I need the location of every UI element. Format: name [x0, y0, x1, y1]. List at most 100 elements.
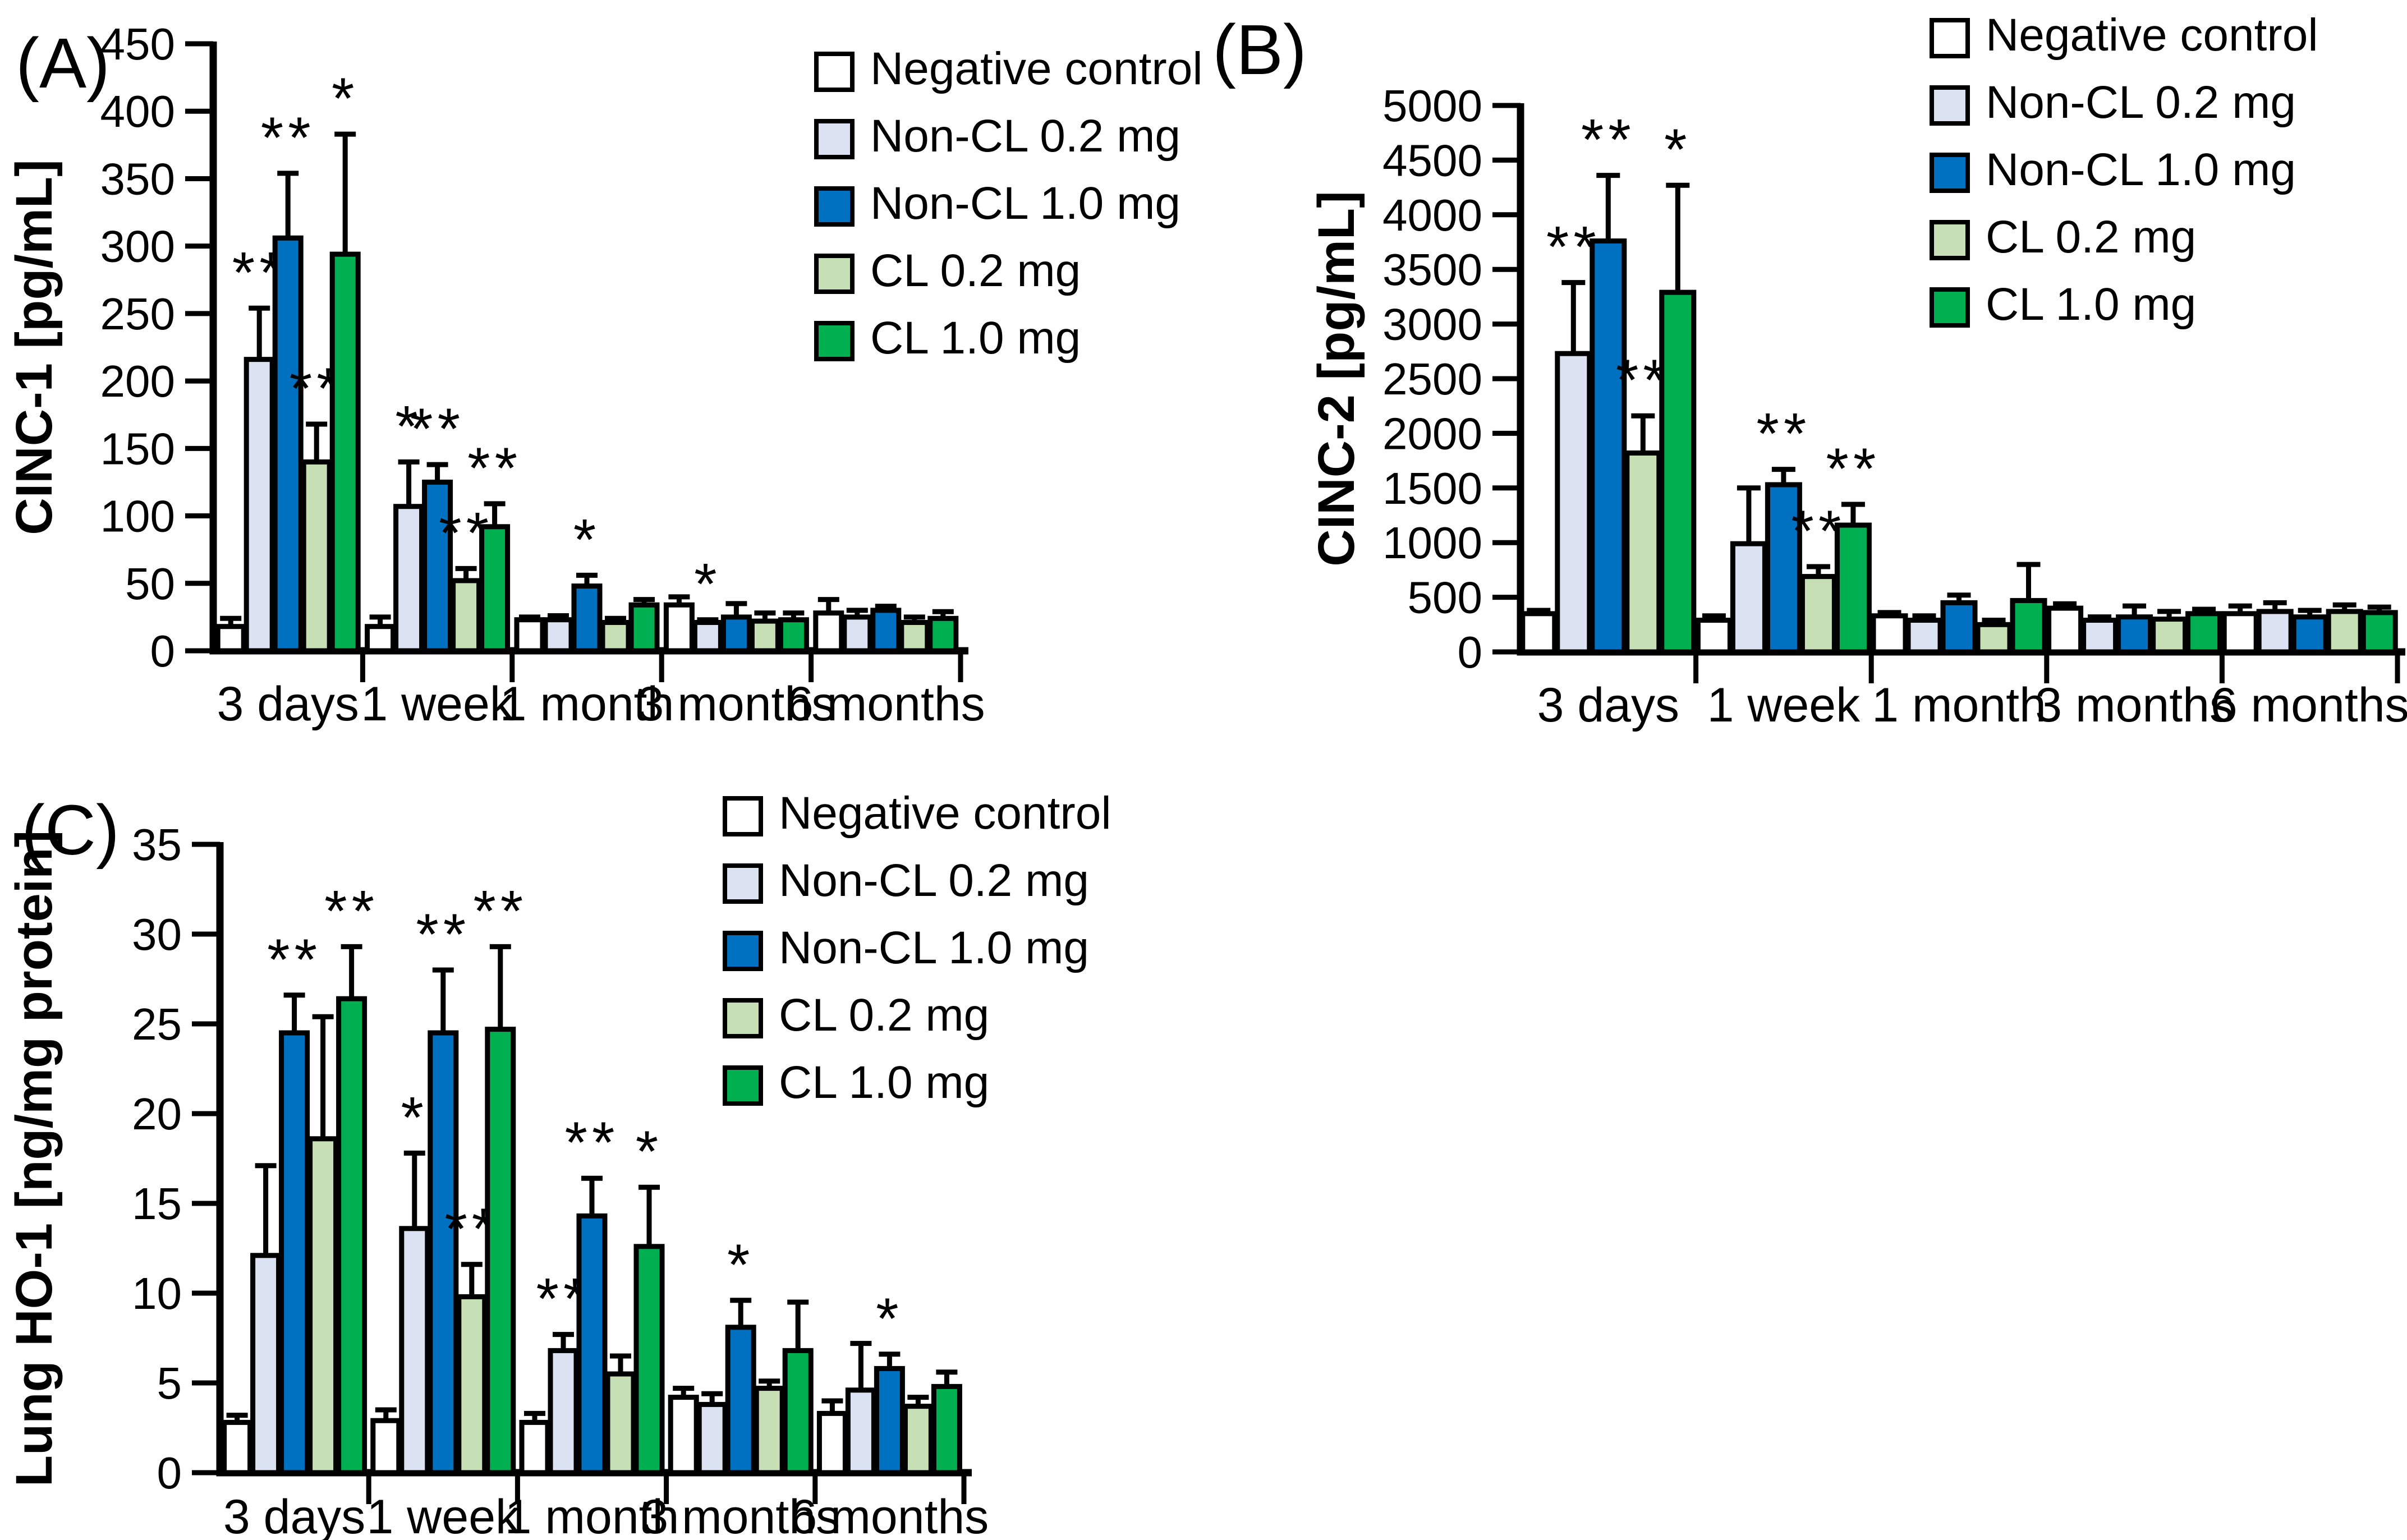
panel-b: (B) 0 500 1000 1500 2000 2500 3000 3500 4000 4500…: [1204, 0, 2407, 770]
bar-non-cl-0-2-mg-2: [393, 504, 425, 654]
bar-non-cl-1-0-mg-3: [1940, 600, 1978, 655]
category-label: 3 months: [641, 1490, 840, 1540]
bar-negative-control-1: [222, 1419, 253, 1475]
y-tick-label: 100: [100, 491, 175, 541]
y-tick-label: 3000: [1382, 300, 1482, 350]
bar-non-cl-1-0-mg-5: [2291, 614, 2328, 655]
significance-label: *: [401, 1085, 428, 1150]
bar-non-cl-0-2-mg-4: [692, 620, 723, 654]
legend-label: Negative control: [1986, 10, 2318, 61]
bar-non-cl-0-2-mg-1: [1555, 351, 1592, 655]
y-tick-label: 50: [125, 559, 175, 609]
significance-label: **: [467, 436, 522, 501]
bar-non-cl-1-0-mg-4: [720, 614, 752, 654]
bar-non-cl-0-2-mg-2: [399, 1226, 430, 1475]
bar-cl-0-2-mg-5: [902, 1404, 934, 1475]
legend-swatch: [723, 1065, 763, 1106]
bar-cl-0-2-mg-1: [307, 1136, 339, 1475]
y-tick-label: 3500: [1382, 245, 1482, 295]
legend-label: Non-CL 0.2 mg: [870, 111, 1180, 162]
bar-negative-control-1: [1520, 611, 1558, 655]
y-tick-label: 2500: [1382, 354, 1482, 404]
legend-label: Negative control: [779, 788, 1111, 839]
significance-label: *: [636, 1119, 663, 1184]
legend-label: CL 1.0 mg: [1986, 279, 2196, 330]
bar-negative-control-5: [816, 1410, 848, 1475]
y-tick-label: 200: [100, 356, 175, 406]
category-label: 3 days: [1537, 678, 1679, 732]
significance-label: **: [1546, 215, 1601, 280]
category-label: 1 month: [505, 1490, 679, 1540]
y-axis-title: CINC-2 [pg/mL]: [1308, 191, 1365, 566]
legend-swatch: [1930, 85, 1970, 126]
panel-a-chart: 0 50 100 150 200 250 300 350 400 450 CINC-1 [pg/mL…: [6, 19, 1203, 731]
bar-cl-0-2-mg-3: [605, 1371, 636, 1475]
y-tick-label: 20: [132, 1089, 182, 1139]
significance-label: *: [332, 66, 359, 131]
bar-non-cl-0-2-mg-3: [548, 1348, 579, 1475]
category-label: 1 week: [1707, 678, 1861, 732]
bar-non-cl-1-0-mg-1: [1590, 238, 1627, 655]
legend-label: CL 0.2 mg: [870, 245, 1081, 296]
category-label: 3 months: [2035, 678, 2234, 732]
category-label: 6 months: [791, 1490, 989, 1540]
legend-swatch: [814, 186, 855, 227]
significance-label: **: [1616, 348, 1670, 413]
panel-c: (C) 0 5 10 15 20 25 30 35 Lung HO-1 [ng/mg prote…: [0, 770, 1204, 1540]
y-tick-label: 35: [132, 820, 182, 870]
significance-label: *: [395, 394, 422, 459]
bar-non-cl-0-2-mg-1: [244, 357, 275, 654]
bar-non-cl-1-0-mg-1: [279, 1030, 310, 1475]
y-tick-label: 1000: [1382, 518, 1482, 568]
significance-label: **: [410, 397, 465, 462]
legend-label: CL 0.2 mg: [1986, 212, 2196, 263]
legend-swatch: [723, 931, 763, 971]
legend-swatch: [814, 119, 855, 159]
legend-swatch: [723, 796, 763, 836]
significance-label: **: [1791, 499, 1845, 564]
significance-label: **: [416, 902, 470, 967]
bar-cl-1-0-mg-2: [479, 524, 511, 654]
bar-non-cl-1-0-mg-1: [272, 235, 304, 654]
bar-negative-control-2: [1695, 618, 1733, 655]
bar-cl-1-0-mg-3: [2010, 597, 2047, 655]
bar-cl-0-2-mg-2: [451, 578, 482, 654]
y-tick-label: 450: [100, 19, 175, 69]
bar-non-cl-1-0-mg-3: [576, 1213, 608, 1475]
y-tick-label: 0: [157, 1448, 182, 1498]
legend-label: CL 1.0 mg: [779, 1057, 989, 1108]
legend-swatch: [1930, 153, 1970, 193]
bar-non-cl-0-2-mg-2: [1730, 541, 1767, 655]
bar-cl-0-2-mg-3: [600, 620, 631, 654]
panel-a: (A) 0 50 100 150 200 250 300 350 400 450 CINC-1 [p…: [0, 0, 1204, 770]
bar-negative-control-3: [514, 617, 545, 654]
significance-label: **: [1826, 436, 1880, 502]
y-tick-label: 30: [132, 909, 182, 959]
bar-cl-1-0-mg-3: [633, 1244, 665, 1475]
bar-cl-0-2-mg-4: [749, 618, 780, 654]
significance-label: *: [573, 507, 600, 572]
category-label: 6 months: [2211, 678, 2407, 732]
bar-non-cl-1-0-mg-5: [874, 1366, 905, 1475]
y-tick-label: 5000: [1382, 81, 1482, 131]
significance-label: *: [694, 552, 721, 617]
legend-swatch: [723, 998, 763, 1038]
bar-non-cl-1-0-mg-3: [571, 583, 603, 654]
significance-label: **: [473, 879, 527, 944]
bar-negative-control-5: [813, 610, 844, 654]
bar-cl-1-0-mg-5: [931, 1383, 962, 1475]
legend-swatch: [814, 52, 855, 92]
bar-cl-1-0-mg-4: [2185, 611, 2223, 655]
bar-cl-1-0-mg-1: [1659, 289, 1697, 655]
bar-cl-1-0-mg-2: [1834, 522, 1872, 655]
legend-label: CL 1.0 mg: [870, 312, 1081, 364]
significance-label: **: [324, 879, 379, 944]
y-tick-label: 1500: [1382, 463, 1482, 513]
y-tick-label: 15: [132, 1179, 182, 1229]
legend-swatch: [814, 321, 855, 361]
category-label: 1 month: [1872, 678, 2046, 732]
panel-a-label: (A): [16, 24, 110, 103]
y-tick-label: 4500: [1382, 135, 1482, 185]
bar-cl-1-0-mg-1: [329, 251, 361, 654]
panel-c-chart: 0 5 10 15 20 25 30 35 Lung HO-1 [ng/mg protein] 3…: [6, 788, 1111, 1540]
